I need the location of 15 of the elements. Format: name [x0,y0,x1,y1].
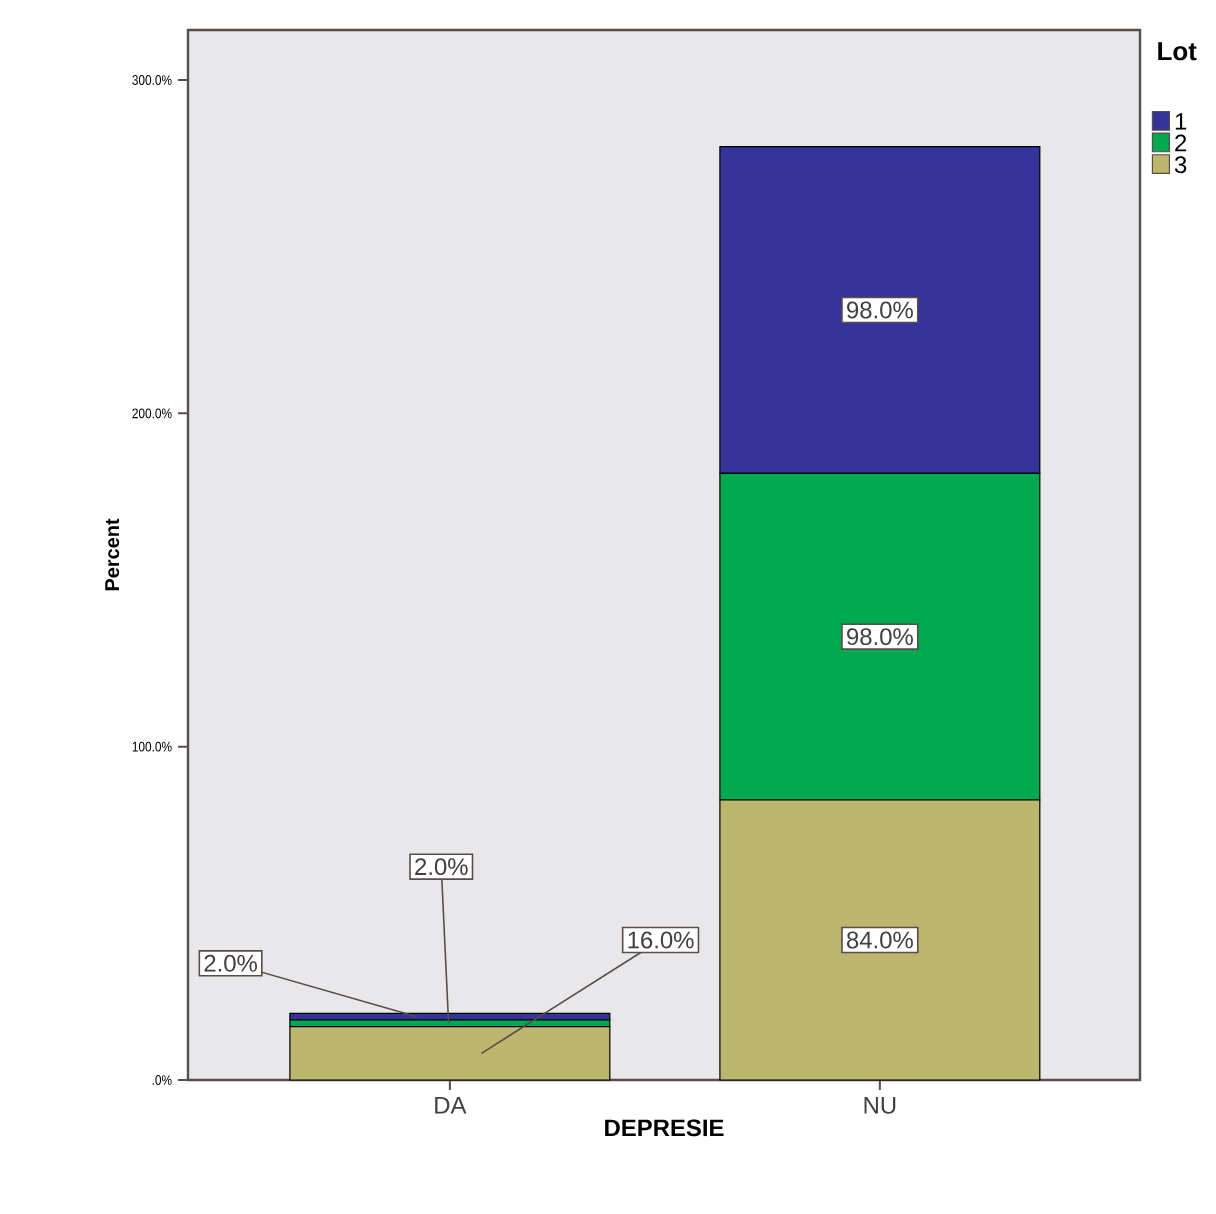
data-label: 16.0% [628,931,694,949]
data-label: 2.0% [415,858,468,876]
legend-label: 1 [1175,113,1187,130]
x-tick-label: NU [864,1097,896,1114]
bar [289,1026,611,1081]
legend-label: 3 [1174,156,1187,174]
legend-label: 2 [1175,134,1187,152]
data-label: 98.0% [847,628,913,646]
legend-title: Lot [1158,42,1197,61]
y-axis-title: Percent [105,518,120,591]
data-label: 98.0% [847,301,913,319]
data-label: 2.0% [204,954,257,972]
data-label: 84.0% [847,931,913,949]
x-tick-label: DA [435,1097,467,1114]
x-axis-title: DEPRESIE [605,1119,724,1137]
